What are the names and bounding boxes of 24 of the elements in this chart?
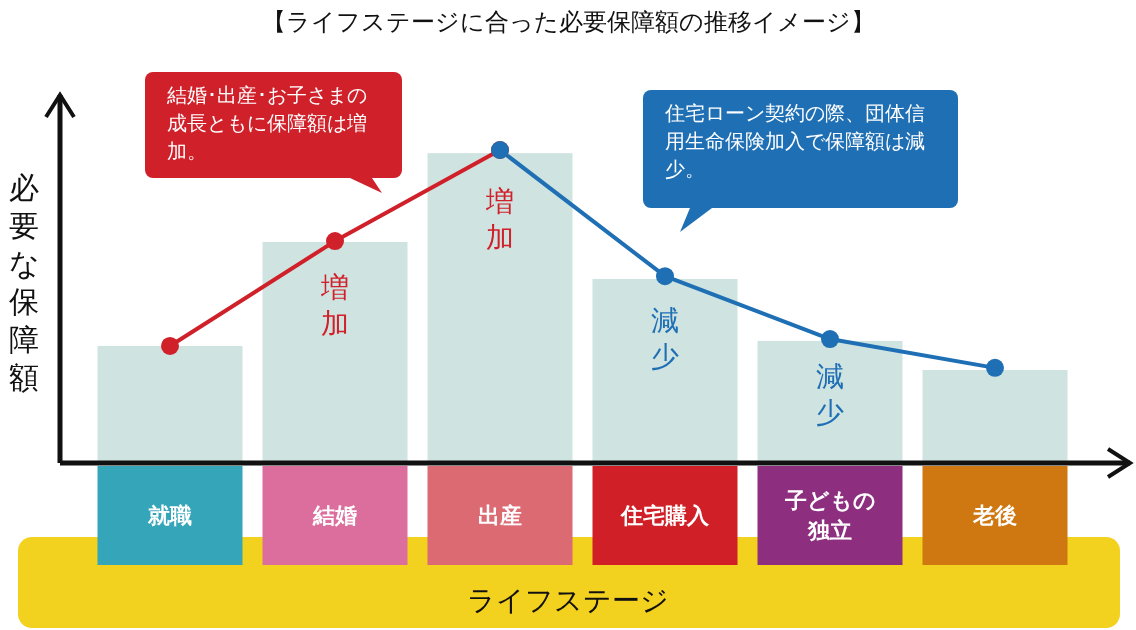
point <box>986 358 1004 377</box>
annotation: 減少 <box>651 303 679 373</box>
annotation: 増加 <box>485 184 514 254</box>
annotation: 住宅ローン契約の際、団体信用生命保険加入で保障額は減少。 <box>664 101 925 181</box>
x-tick-label: 結婚 <box>312 503 357 528</box>
point <box>326 232 344 251</box>
annotation: 結婚･出産･お子さまの成長ともに保障額は増加。 <box>166 83 367 163</box>
x-axis-title: ライフステージ <box>467 584 669 617</box>
point <box>821 330 839 349</box>
annotation: 減少 <box>816 360 844 430</box>
bar <box>757 340 903 463</box>
point <box>161 336 179 355</box>
point <box>656 267 674 286</box>
annotation: 増加 <box>320 270 349 340</box>
x-tick-label: 老後 <box>972 503 1017 528</box>
x-tick-label: 就職 <box>147 503 192 528</box>
y-axis-title: 必要な保障額 <box>8 170 40 395</box>
x-tick-label: 住宅購入 <box>620 503 710 528</box>
bar <box>592 278 738 463</box>
bar <box>97 345 243 463</box>
bar <box>922 370 1068 463</box>
x-tick-label: 子どもの独立 <box>783 488 876 543</box>
x-tick-label: 出産 <box>478 503 522 528</box>
chart-title: 【ライフステージに合った必要保障額の推移イメージ】 <box>261 8 875 36</box>
